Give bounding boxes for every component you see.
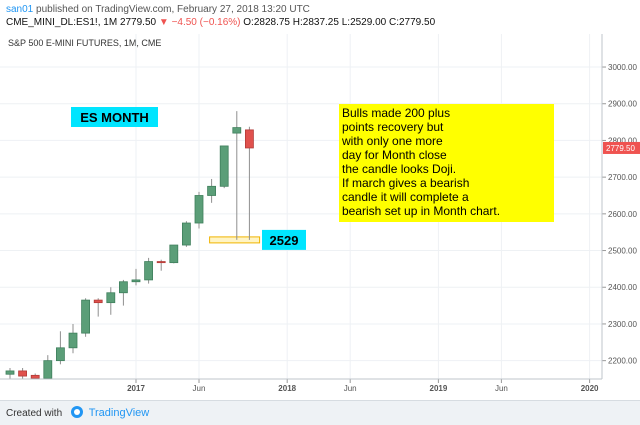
candle-body	[19, 371, 27, 376]
high-label: H:	[293, 17, 303, 28]
note-line: Bulls made 200 plus	[342, 106, 450, 120]
candle[interactable]	[208, 179, 216, 203]
candle-body	[69, 333, 77, 348]
y-tick-label: 2700.00	[608, 173, 637, 182]
y-tick-label: 2300.00	[608, 320, 637, 329]
candle-body	[170, 245, 178, 263]
low-value: 2529.00	[350, 17, 386, 28]
note-line: bearish set up in Month chart.	[342, 204, 500, 218]
x-tick-label: 2017	[127, 384, 145, 393]
x-tick-label: Jun	[344, 384, 357, 393]
candle-body	[220, 146, 228, 186]
y-tick-label: 2600.00	[608, 210, 637, 219]
tradingview-logo-icon[interactable]	[71, 406, 83, 418]
symbol-label[interactable]: CME_MINI_DL:ES1!, 1M	[6, 17, 117, 28]
note-line: the candle looks Doji.	[342, 162, 456, 176]
candle-body	[195, 195, 203, 223]
title-box-annotation[interactable]: ES MONTH	[71, 107, 158, 127]
candle-body	[132, 280, 140, 282]
y-tick-label: 2900.00	[608, 100, 637, 109]
candle-body	[145, 262, 153, 280]
y-tick-label: 2400.00	[608, 283, 637, 292]
candle[interactable]	[44, 355, 52, 379]
x-tick-label: 2020	[581, 384, 599, 393]
x-tick-label: Jun	[495, 384, 508, 393]
note-line: candle it will complete a	[342, 190, 469, 204]
created-with-text: Created with	[6, 408, 62, 419]
candle-body	[82, 300, 90, 333]
candle[interactable]	[220, 146, 228, 188]
note-line: If march gives a bearish	[342, 176, 469, 190]
candle[interactable]	[19, 368, 27, 379]
candle-body	[6, 371, 14, 374]
y-tick-label: 2200.00	[608, 357, 637, 366]
candle-body	[245, 130, 253, 148]
close-value: 2779.50	[399, 17, 435, 28]
candle[interactable]	[6, 368, 14, 379]
chart-area[interactable]: S&P 500 E-MINI FUTURES, 1M, CME 2200.00 2…	[0, 34, 640, 400]
x-tick-label: Jun	[193, 384, 206, 393]
note-line: day for Month close	[342, 148, 447, 162]
candle[interactable]	[56, 331, 64, 364]
candle-current[interactable]	[245, 127, 253, 240]
candle[interactable]	[157, 260, 165, 271]
candle[interactable]	[69, 324, 77, 353]
candle[interactable]	[195, 192, 203, 229]
candle[interactable]	[107, 287, 115, 315]
symbol-line: CME_MINI_DL:ES1!, 1M 2779.50 ▼ −4.50 (−0…	[6, 17, 435, 28]
created-with: Created with TradingView	[6, 407, 149, 419]
candlestick-chart[interactable]: S&P 500 E-MINI FUTURES, 1M, CME 2200.00 2…	[0, 34, 640, 400]
candle-body	[107, 293, 115, 303]
chart-title: S&P 500 E-MINI FUTURES, 1M, CME	[8, 38, 161, 48]
close-label: C:	[389, 17, 399, 28]
candle-body	[94, 300, 102, 303]
candle-body	[31, 375, 39, 378]
published-text: published on TradingView.com, February 2…	[36, 4, 310, 15]
last-price: 2779.50	[120, 17, 156, 28]
candle[interactable]	[119, 280, 127, 306]
x-tick-label: 2018	[278, 384, 296, 393]
footer-bar: Created with TradingView	[0, 400, 640, 425]
tradingview-brand[interactable]: TradingView	[89, 407, 150, 419]
candle-body	[182, 223, 190, 245]
x-tick-label: 2019	[430, 384, 448, 393]
high-value: 2837.25	[303, 17, 339, 28]
candle-body	[119, 282, 127, 293]
candle-body	[44, 361, 52, 379]
candle-body	[157, 262, 165, 263]
support-label-annotation[interactable]: 2529	[262, 230, 306, 250]
candle-body	[56, 348, 64, 361]
candle[interactable]	[82, 298, 90, 337]
published-line: san01 published on TradingView.com, Febr…	[6, 4, 310, 15]
candle[interactable]	[170, 245, 178, 263]
down-arrow-icon: ▼	[159, 17, 169, 28]
note-line: with only one more	[341, 134, 443, 148]
candle[interactable]	[31, 373, 39, 379]
candle[interactable]	[233, 111, 241, 240]
candle[interactable]	[182, 221, 190, 247]
candle-body	[233, 128, 241, 134]
candle[interactable]	[145, 258, 153, 284]
chart-header: san01 published on TradingView.com, Febr…	[0, 0, 640, 34]
open-label: O:	[243, 17, 254, 28]
candle[interactable]	[94, 298, 102, 316]
y-tick-label: 3000.00	[608, 63, 637, 72]
open-value: 2828.75	[254, 17, 290, 28]
author-link[interactable]: san01	[6, 4, 33, 15]
last-price-tag-label: 2779.50	[606, 144, 635, 153]
price-change: −4.50 (−0.16%)	[172, 17, 241, 28]
y-tick-label: 2500.00	[608, 247, 637, 256]
low-label: L:	[342, 17, 350, 28]
candle[interactable]	[132, 269, 140, 286]
support-label-text: 2529	[270, 233, 299, 248]
candle-body	[208, 186, 216, 195]
title-box-text: ES MONTH	[80, 110, 149, 125]
note-line: points recovery but	[342, 120, 444, 134]
support-band[interactable]	[210, 237, 260, 243]
